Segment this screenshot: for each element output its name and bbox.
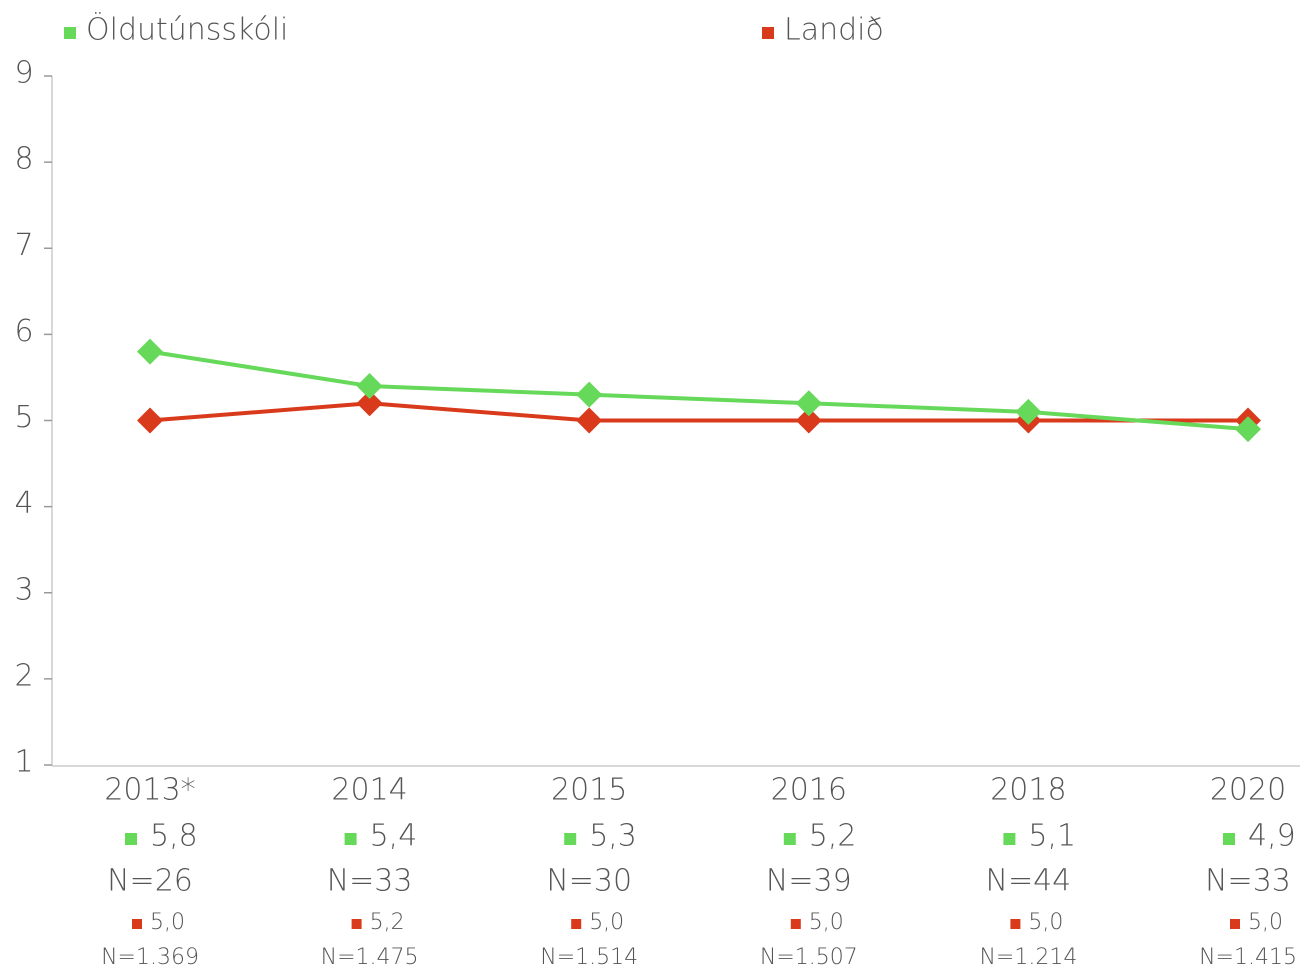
label-swatch (351, 919, 362, 929)
value-label: 5,0 (1028, 910, 1063, 935)
n-label: N=44 (986, 864, 1072, 899)
n-label: N=1.214 (979, 945, 1077, 970)
n-label: N=1.514 (540, 945, 638, 970)
legend-label: Öldutúnsskóli (86, 12, 288, 48)
y-tick-label: 2 (14, 658, 33, 693)
label-swatch (783, 833, 796, 845)
label-swatch (125, 833, 137, 845)
label-swatch (1230, 919, 1240, 929)
point-marker (576, 407, 603, 434)
value-label: 5,3 (589, 819, 637, 854)
series-line (149, 401, 1248, 423)
point-marker (356, 373, 383, 400)
value-label: 5,0 (1248, 910, 1283, 935)
value-label: 5,8 (150, 819, 198, 854)
value-label: 5,2 (370, 910, 405, 935)
x-tick-label: 2016 (771, 773, 847, 808)
x-tick-label: 2013* (104, 773, 195, 808)
n-label: N=39 (766, 864, 852, 899)
legend-label: Landið (784, 13, 884, 48)
y-tick-label: 7 (14, 228, 33, 263)
label-swatch (790, 919, 801, 929)
n-label: N=30 (546, 864, 632, 899)
x-tick-label: 2018 (990, 773, 1066, 808)
n-label: N=1.475 (321, 945, 419, 970)
point-marker (137, 338, 163, 365)
n-label: N=26 (107, 864, 193, 899)
x-tick-label: 2014 (331, 773, 407, 808)
y-tick-label: 8 (14, 142, 33, 177)
legend-swatch (762, 27, 774, 39)
label-swatch (1010, 919, 1021, 929)
legend-swatch (64, 27, 76, 39)
value-label: 5,0 (150, 910, 185, 935)
value-label: 5,0 (809, 910, 844, 935)
n-label: N=1.507 (760, 945, 858, 970)
value-label: 5,4 (370, 819, 418, 854)
label-swatch (344, 833, 357, 845)
point-marker (576, 381, 603, 408)
value-label: 5,0 (589, 910, 624, 935)
point-marker (1015, 398, 1042, 425)
y-tick-label: 3 (14, 572, 33, 607)
y-tick-label: 1 (14, 745, 33, 780)
point-marker (795, 390, 822, 417)
value-label: 4,9 (1248, 819, 1296, 854)
value-label: 5,2 (809, 819, 857, 854)
value-label: 5,1 (1028, 819, 1076, 854)
x-tick-label: 2020 (1210, 773, 1286, 808)
y-tick-label: 6 (14, 314, 33, 349)
n-label: N=33 (327, 864, 413, 899)
point-marker (356, 390, 383, 417)
n-label: N=33 (1205, 864, 1291, 899)
n-label: N=1.415 (1199, 945, 1297, 970)
y-tick-label: 9 (14, 56, 33, 91)
label-swatch (564, 833, 577, 845)
point-marker (795, 407, 822, 434)
label-swatch (132, 919, 142, 929)
y-tick-label: 5 (14, 400, 33, 435)
label-swatch (1003, 833, 1016, 845)
point-marker (137, 407, 163, 434)
series-line (149, 349, 1249, 432)
label-swatch (571, 919, 582, 929)
x-tick-label: 2015 (551, 773, 627, 808)
point-marker (1235, 416, 1261, 443)
n-label: N=1.369 (101, 945, 199, 970)
y-tick-label: 4 (14, 486, 33, 521)
label-swatch (1223, 833, 1235, 845)
